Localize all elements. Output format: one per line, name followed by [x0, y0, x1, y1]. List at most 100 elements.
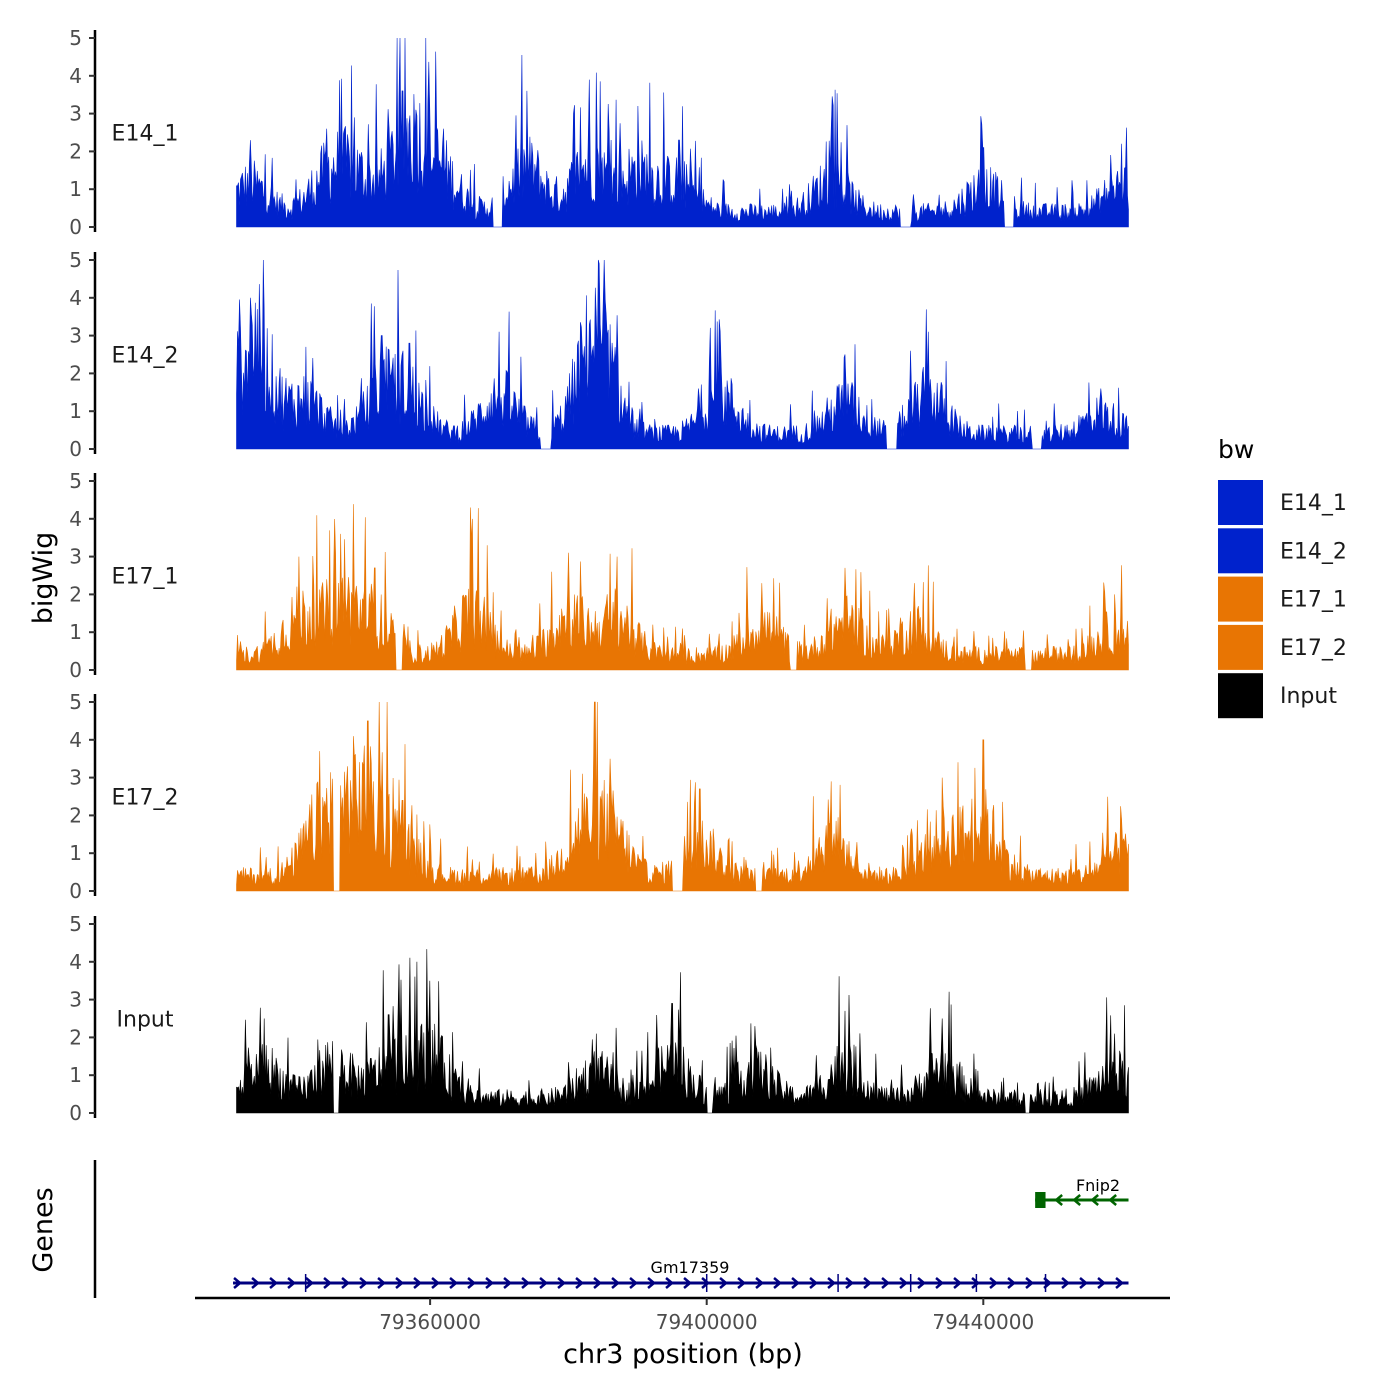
strand-arrow: [1061, 1277, 1070, 1289]
track-label: E17_2: [112, 786, 179, 811]
legend-title: bw: [1218, 435, 1254, 464]
y-axis-title: bigWig: [28, 532, 59, 625]
track-label: Input: [117, 1008, 174, 1033]
x-tick-label: 79400000: [656, 1310, 758, 1334]
signal-area: [236, 701, 1129, 892]
y-tick-label: 1: [69, 1063, 82, 1087]
signal-area: [236, 504, 1129, 671]
y-tick-label: 2: [69, 361, 82, 385]
track-label: E14_2: [112, 344, 179, 369]
track-input: 0 1 2 3 4 5 Input: [69, 912, 1129, 1125]
y-tick-label: 4: [69, 64, 82, 88]
y-tick-label: 5: [69, 912, 82, 936]
y-tick-label: 3: [69, 545, 82, 569]
strand-arrow: [809, 1277, 818, 1289]
signal-area: [236, 259, 1129, 450]
strand-arrow: [1097, 1277, 1106, 1289]
y-tick-label: 1: [69, 620, 82, 644]
strand-arrow: [413, 1277, 422, 1289]
strand-arrow: [539, 1277, 548, 1289]
strand-arrow: [1090, 1194, 1099, 1206]
y-tick-label: 0: [69, 1101, 82, 1125]
signal-tracks: 0 1 2 3 4 5 E14_1 0 1 2 3 4 5 E14_2 0 1 2 3 4 5 E17_1 0 1 2 3 4 5 E…: [69, 26, 1129, 1125]
strand-arrow: [665, 1277, 674, 1289]
y-tick-label: 2: [69, 582, 82, 606]
strand-arrow: [1108, 1194, 1117, 1206]
legend-label: E17_2: [1280, 636, 1347, 661]
strand-arrow: [233, 1277, 242, 1289]
legend: bw E14_1 E14_2 E17_1 E17_2 Input: [1218, 435, 1347, 719]
strand-arrow: [935, 1277, 944, 1289]
genes-panel: Fnip2 Gm17359: [93, 1160, 1129, 1298]
y-tick-label: 3: [69, 102, 82, 126]
strand-arrow: [287, 1277, 296, 1289]
strand-arrow: [467, 1277, 476, 1289]
y-tick-label: 2: [69, 1025, 82, 1049]
gene-gm17359: Gm17359: [233, 1258, 1129, 1292]
strand-arrow: [521, 1277, 530, 1289]
y-tick-label: 5: [69, 690, 82, 714]
legend-swatch: [1218, 624, 1263, 670]
track-e14-1: 0 1 2 3 4 5 E14_1: [69, 26, 1129, 239]
strand-arrow: [953, 1277, 962, 1289]
legend-swatch: [1218, 528, 1263, 574]
strand-arrow: [719, 1277, 728, 1289]
legend-label: E17_1: [1280, 588, 1347, 613]
x-tick-label: 79360000: [379, 1310, 481, 1334]
x-axis: 79360000 79400000 79440000: [195, 1296, 1170, 1334]
legend-swatch: [1218, 673, 1263, 719]
strand-arrow: [269, 1277, 278, 1289]
y-tick-label: 4: [69, 950, 82, 974]
y-tick-label: 4: [69, 286, 82, 310]
gene-label: Gm17359: [651, 1258, 730, 1277]
strand-arrow: [449, 1277, 458, 1289]
signal-area: [236, 949, 1129, 1114]
track-e17-2: 0 1 2 3 4 5 E17_2: [69, 690, 1129, 903]
y-tick-label: 0: [69, 215, 82, 239]
strand-arrow: [971, 1277, 980, 1289]
strand-arrow: [305, 1277, 314, 1289]
strand-arrow: [341, 1277, 350, 1289]
strand-arrow: [323, 1277, 332, 1289]
strand-arrow: [881, 1277, 890, 1289]
y-tick-label: 1: [69, 841, 82, 865]
strand-arrow: [827, 1277, 836, 1289]
strand-arrow: [503, 1277, 512, 1289]
strand-arrow: [755, 1277, 764, 1289]
y-tick-label: 5: [69, 469, 82, 493]
legend-swatch: [1218, 480, 1263, 525]
y-tick-label: 2: [69, 139, 82, 163]
strand-arrow: [1054, 1194, 1063, 1206]
strand-arrow: [701, 1277, 710, 1289]
strand-arrow: [683, 1277, 692, 1289]
gene-exon: [1035, 1192, 1046, 1208]
track-e17-1: 0 1 2 3 4 5 E17_1: [69, 469, 1129, 682]
y-tick-label: 3: [69, 988, 82, 1012]
y-tick-label: 3: [69, 766, 82, 790]
y-tick-label: 4: [69, 507, 82, 531]
strand-arrow: [251, 1277, 260, 1289]
strand-arrow: [845, 1277, 854, 1289]
y-tick-label: 0: [69, 437, 82, 461]
y-tick-label: 0: [69, 658, 82, 682]
y-tick-label: 5: [69, 248, 82, 272]
x-tick-label: 79440000: [932, 1310, 1034, 1334]
strand-arrow: [629, 1277, 638, 1289]
legend-label: E14_1: [1280, 491, 1347, 516]
strand-arrow: [1079, 1277, 1088, 1289]
strand-arrow: [863, 1277, 872, 1289]
strand-arrow: [773, 1277, 782, 1289]
strand-arrow: [593, 1277, 602, 1289]
strand-arrow: [1115, 1277, 1124, 1289]
signal-area: [236, 37, 1129, 228]
gene-label: Fnip2: [1076, 1176, 1120, 1195]
y-tick-label: 0: [69, 879, 82, 903]
track-e14-2: 0 1 2 3 4 5 E14_2: [69, 248, 1129, 461]
y-tick-label: 1: [69, 177, 82, 201]
strand-arrow: [899, 1277, 908, 1289]
strand-arrow: [395, 1277, 404, 1289]
y-tick-label: 5: [69, 26, 82, 50]
strand-arrow: [431, 1277, 440, 1289]
genes-axis-title: Genes: [28, 1187, 59, 1272]
y-tick-label: 4: [69, 728, 82, 752]
